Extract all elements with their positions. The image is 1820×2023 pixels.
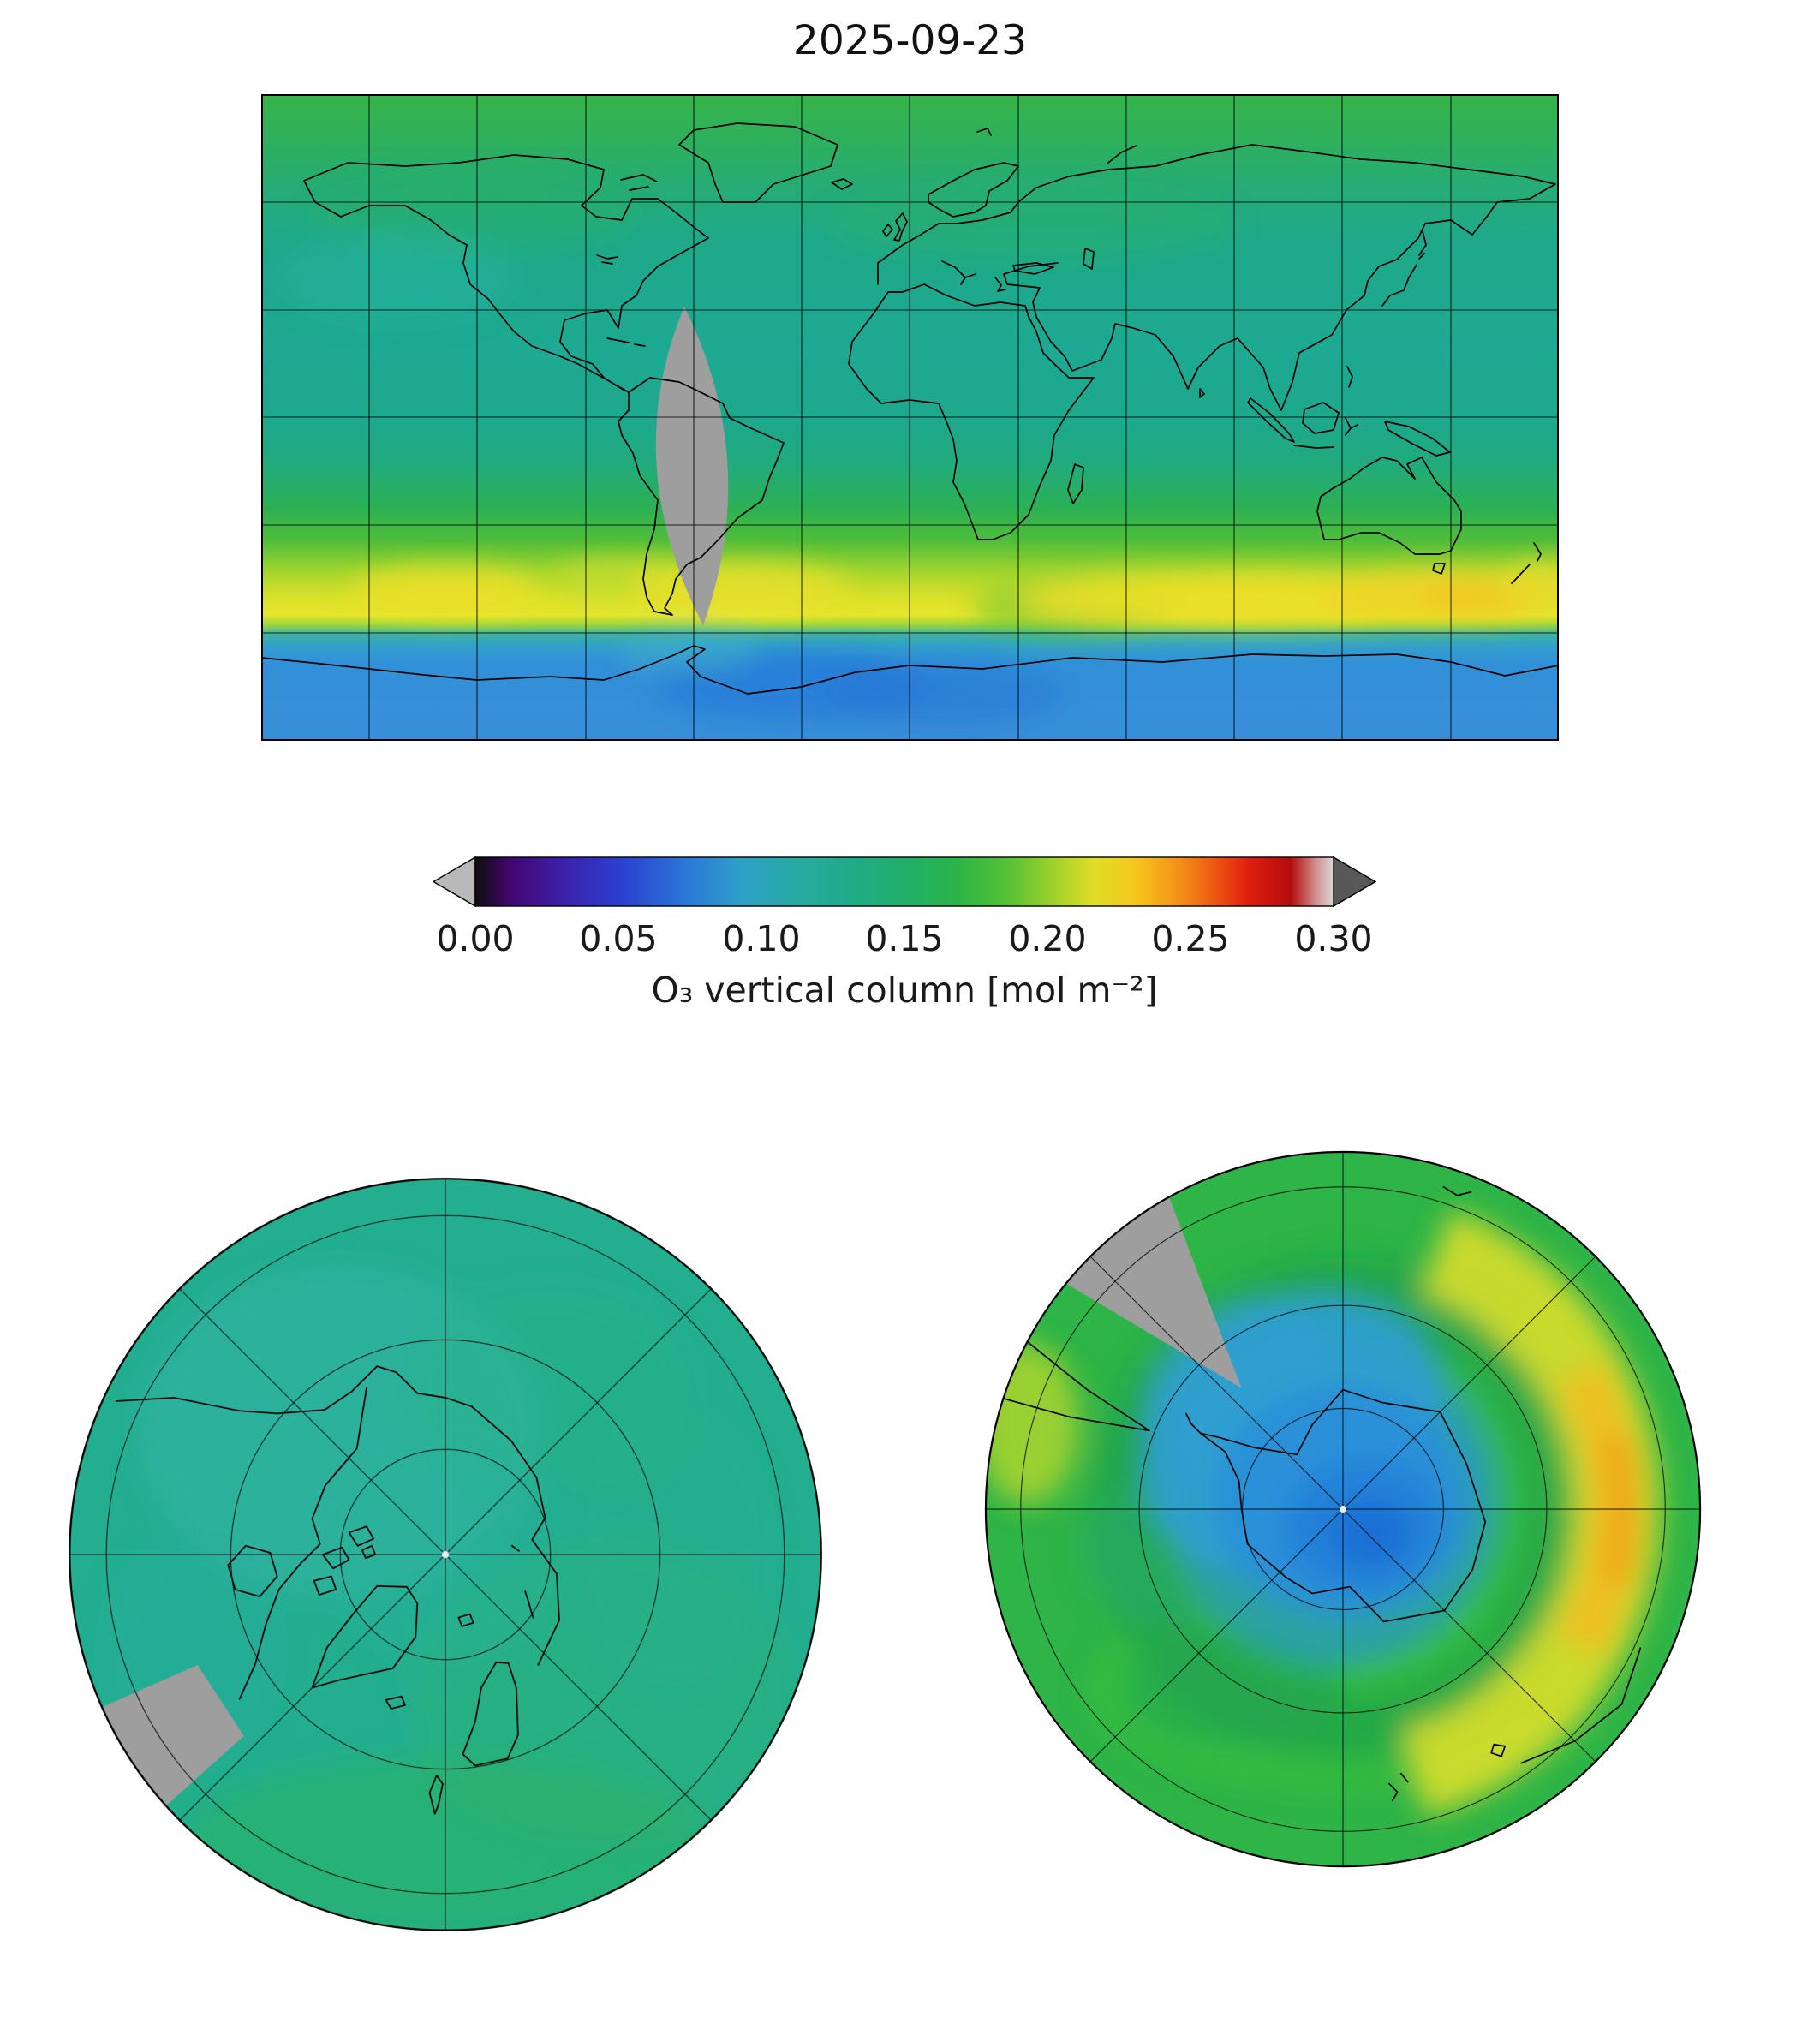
colorbar-under-triangle: [433, 856, 476, 908]
north-polar-map: [69, 1178, 822, 1931]
global-map-frame: [261, 94, 1559, 741]
south-polar-map: [984, 1150, 1702, 1868]
north-polar-coastlines: [115, 1365, 560, 1815]
colorbar-over-triangle: [1333, 856, 1376, 908]
colorbar-tick: 0.10: [722, 918, 801, 959]
south-polar-frame: [984, 1150, 1702, 1868]
south-polar-coastlines: [1002, 1185, 1642, 1802]
north-ozone-field-anomalies: [104, 1265, 797, 1931]
north-pole-dot: [441, 1550, 450, 1559]
global-map-nodata-swath: [655, 307, 729, 625]
south-nodata-wedge: [1017, 1150, 1242, 1388]
colorbar-gradient: [474, 856, 1334, 907]
north-polar-frame: [69, 1178, 822, 1931]
colorbar-tick: 0.30: [1294, 918, 1373, 959]
figure-title: 2025-09-23: [792, 17, 1028, 64]
colorbar-tick: 0.00: [436, 918, 515, 959]
colorbar-tick: 0.15: [865, 918, 944, 959]
global-map: [261, 94, 1559, 741]
colorbar-tick: 0.25: [1151, 918, 1230, 959]
colorbar-tick: 0.05: [579, 918, 658, 959]
colorbar-tick: 0.20: [1008, 918, 1087, 959]
colorbar: 0.00 0.05 0.10 0.15 0.20 0.25 0.30 O₃ ve…: [433, 856, 1376, 1045]
colorbar-bar: [433, 856, 1376, 908]
global-map-coastlines: [261, 122, 1559, 695]
south-pole-dot: [1340, 1506, 1346, 1513]
colorbar-label: O₃ vertical column [mol m⁻²]: [651, 970, 1158, 1011]
